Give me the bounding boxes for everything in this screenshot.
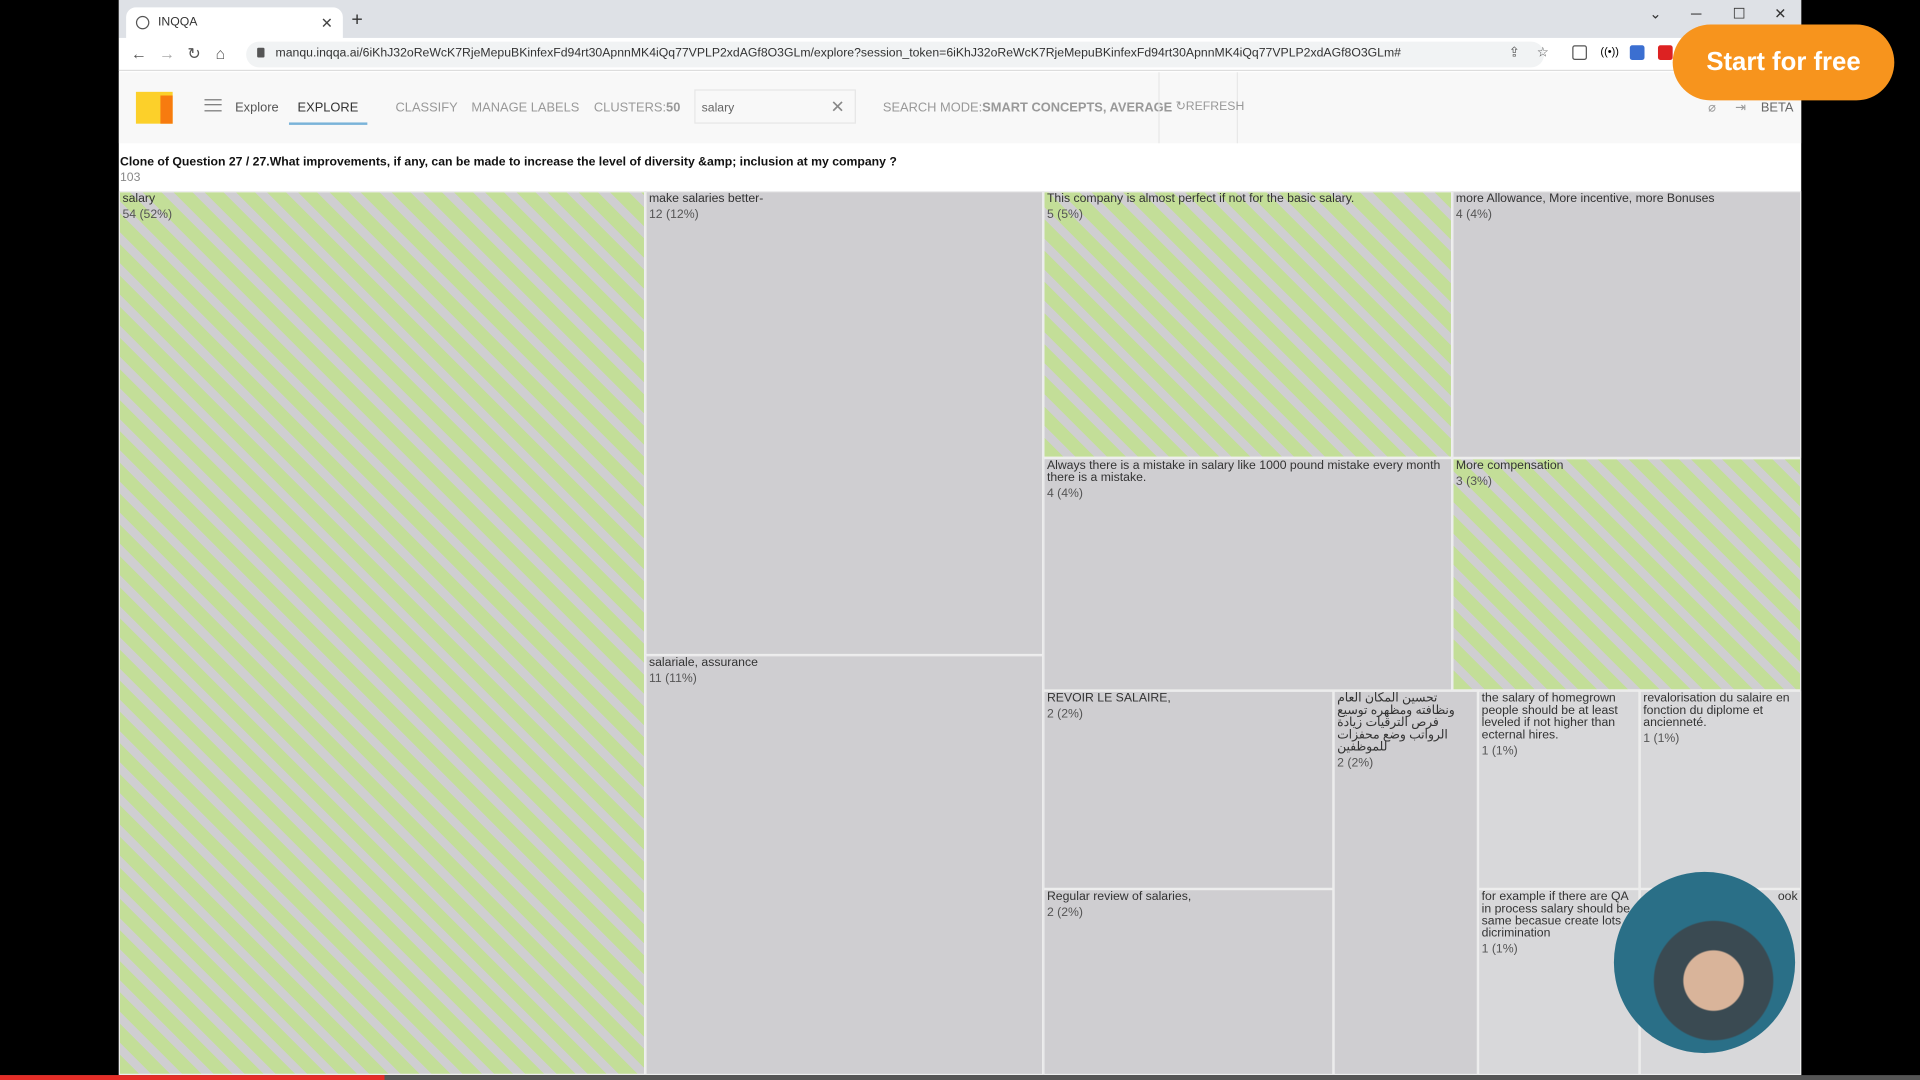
cluster-count: 11 (11%) xyxy=(648,672,697,686)
tag-icon[interactable]: ⌀ xyxy=(1708,100,1716,116)
cluster-cell[interactable]: This company is almost perfect if not fo… xyxy=(1043,191,1453,458)
browser-tab[interactable]: INQQA ✕ xyxy=(126,7,343,38)
close-tab-icon[interactable]: ✕ xyxy=(320,14,334,32)
search-mode-label: SEARCH MODE: xyxy=(882,100,983,116)
search-mode-value: SMART CONCEPTS, AVERAGE xyxy=(982,100,1173,116)
cluster-count: 54 (52%) xyxy=(122,208,173,222)
cluster-label: Always there is a mistake in salary like… xyxy=(1046,459,1441,485)
back-icon[interactable]: ← xyxy=(131,44,147,63)
search-mode[interactable]: SEARCH MODE:SMART CONCEPTS, AVERAGE xyxy=(883,100,1172,115)
cluster-cell[interactable]: more Allowance, More incentive, more Bon… xyxy=(1452,191,1802,458)
cluster-count: 1 (1%) xyxy=(1481,942,1518,957)
app-header: Explore EXPLORE CLASSIFY MANAGE LABELS C… xyxy=(118,72,1802,144)
clear-search-icon[interactable]: ✕ xyxy=(830,96,845,117)
tab-search-icon[interactable]: ⌄ xyxy=(1649,4,1662,23)
cluster-cell[interactable]: Regular review of salaries, 2 (2%) xyxy=(1043,888,1334,1076)
cluster-label: More compensation xyxy=(1455,459,1564,473)
cluster-count: 2 (2%) xyxy=(1046,906,1084,920)
cluster-count: 3 (3%) xyxy=(1455,475,1492,489)
cluster-cell[interactable]: salariale, assurance 11 (11%) xyxy=(645,655,1044,1076)
cluster-count: 1 (1%) xyxy=(1643,732,1680,746)
address-toolbar: ← → ↻ ⌂ manqu.inqqa.ai/6iKhJ32oReWcK7Rje… xyxy=(118,37,1802,72)
video-progress-fill xyxy=(0,1075,384,1080)
url-text: manqu.inqqa.ai/6iKhJ32oReWcK7RjeMepuBKin… xyxy=(275,46,1402,61)
cluster-label: the salary of homegrown people should be… xyxy=(1481,691,1618,743)
clusters-value: 50 xyxy=(666,100,681,116)
cluster-count: 2 (2%) xyxy=(1046,707,1084,722)
cluster-label: salariale, assurance xyxy=(648,656,758,670)
lock-icon xyxy=(257,47,265,58)
clusters-label: CLUSTERS: xyxy=(593,100,667,116)
response-count: 103 xyxy=(120,171,141,185)
cluster-count: 2 (2%) xyxy=(1337,756,1374,771)
globe-icon xyxy=(135,15,150,30)
cluster-label: تحسين المكان العام ونظافته ومظهره توسيع … xyxy=(1337,691,1455,755)
beta-label: BETA xyxy=(1760,100,1794,116)
tab-explore[interactable]: EXPLORE xyxy=(288,100,367,125)
cluster-cell[interactable]: revalorisation du salaire en fonction du… xyxy=(1639,690,1802,889)
cluster-count: 4 (4%) xyxy=(1046,487,1084,501)
cluster-cell[interactable]: More compensation 3 (3%) xyxy=(1452,457,1802,691)
cluster-label: salary xyxy=(122,192,156,206)
cluster-label: REVOIR LE SALAIRE, xyxy=(1046,691,1171,706)
refresh-icon: ↻ xyxy=(1175,100,1186,114)
cluster-cell[interactable]: make salaries better- 12 (12%) xyxy=(645,191,1044,656)
tab-bar: INQQA ✕ + ⌄ ─ ☐ ✕ xyxy=(118,0,1802,38)
home-icon[interactable]: ⌂ xyxy=(215,44,226,63)
logout-icon[interactable]: ⇥ xyxy=(1735,100,1746,116)
inqqa-logo[interactable] xyxy=(135,91,173,124)
tab-title: INQQA xyxy=(157,15,198,30)
forward-icon[interactable]: → xyxy=(159,44,176,63)
cluster-cell[interactable]: salary 54 (52%) xyxy=(118,191,646,1076)
url-bar[interactable]: manqu.inqqa.ai/6iKhJ32oReWcK7RjeMepuBKin… xyxy=(246,41,1545,68)
question-title: Clone of Question 27 / 27.What improveme… xyxy=(120,155,897,169)
tab-manage-labels[interactable]: MANAGE LABELS xyxy=(471,100,580,116)
cluster-label: for example if there are QA in process s… xyxy=(1481,890,1635,941)
cluster-label: more Allowance, More incentive, more Bon… xyxy=(1455,192,1715,206)
share-icon[interactable]: ⇪ xyxy=(1508,45,1520,61)
browser-window: INQQA ✕ + ⌄ ─ ☐ ✕ ← → ↻ ⌂ manqu.inqqa.ai… xyxy=(118,0,1802,1076)
star-icon[interactable]: ☆ xyxy=(1536,45,1549,61)
video-progress-bar[interactable] xyxy=(0,1075,1920,1080)
cluster-count: 1 (1%) xyxy=(1481,744,1518,758)
cluster-label: Regular review of salaries, xyxy=(1046,890,1192,904)
translate-icon[interactable] xyxy=(1629,45,1645,61)
close-window-icon[interactable]: ✕ xyxy=(1774,4,1787,23)
refresh-label: REFRESH xyxy=(1185,100,1245,114)
refresh-button[interactable]: ↻REFRESH xyxy=(1158,72,1244,144)
cluster-cell[interactable]: the salary of homegrown people should be… xyxy=(1477,690,1640,889)
cluster-label: make salaries better- xyxy=(648,192,764,206)
cluster-treemap: salary 54 (52%) make salaries better- 12 (1… xyxy=(118,191,1802,1076)
extension-red-icon[interactable] xyxy=(1657,45,1673,61)
cluster-count: 12 (12%) xyxy=(648,208,699,222)
extension-icon[interactable]: ((•)) xyxy=(1600,45,1619,58)
cluster-count: 5 (5%) xyxy=(1046,208,1084,222)
cluster-cell[interactable]: تحسين المكان العام ونظافته ومظهره توسيع … xyxy=(1333,690,1478,1076)
new-tab-icon[interactable]: + xyxy=(351,9,363,31)
search-input[interactable]: salary ✕ xyxy=(694,89,856,124)
search-value: salary xyxy=(701,101,735,116)
cluster-cell[interactable]: for example if there are QA in process s… xyxy=(1477,888,1640,1076)
minimize-icon[interactable]: ─ xyxy=(1691,4,1702,23)
cluster-cell[interactable]: REVOIR LE SALAIRE, 2 (2%) xyxy=(1043,690,1334,889)
cluster-count: 4 (4%) xyxy=(1455,208,1492,222)
cast-icon[interactable] xyxy=(1572,45,1587,61)
cluster-label: ook xyxy=(1777,890,1798,904)
cluster-label: revalorisation du salaire en fonction du… xyxy=(1643,691,1790,730)
tab-classify[interactable]: CLASSIFY xyxy=(395,100,458,116)
maximize-icon[interactable]: ☐ xyxy=(1732,4,1746,23)
explore-menu-label[interactable]: Explore xyxy=(235,100,279,116)
cluster-cell[interactable]: Always there is a mistake in salary like… xyxy=(1043,457,1453,691)
cluster-label: This company is almost perfect if not fo… xyxy=(1046,192,1355,206)
hamburger-menu-icon[interactable] xyxy=(204,99,222,112)
start-for-free-button[interactable]: Start for free xyxy=(1672,24,1895,101)
clusters-count[interactable]: CLUSTERS:50 xyxy=(594,100,680,115)
webcam-overlay xyxy=(1613,871,1796,1054)
reload-icon[interactable]: ↻ xyxy=(187,44,201,63)
